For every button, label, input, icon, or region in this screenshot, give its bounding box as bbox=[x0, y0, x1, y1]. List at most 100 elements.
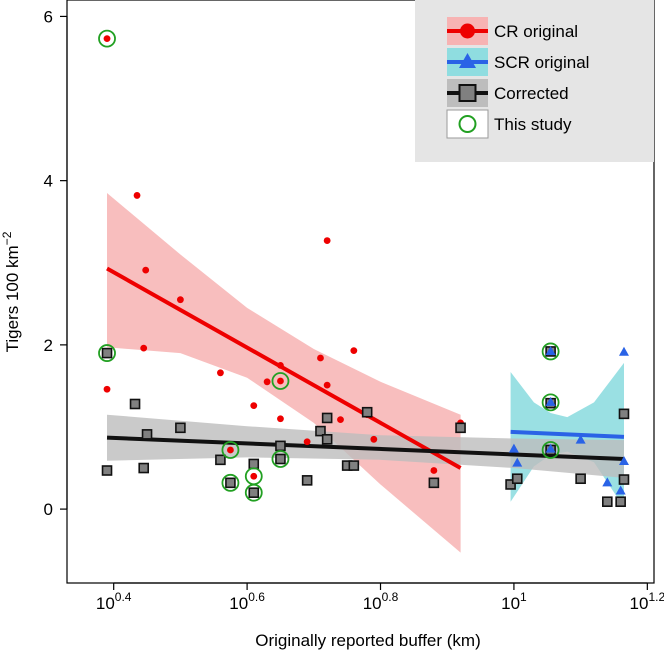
cr-point bbox=[323, 237, 331, 244]
legend-entry-corrected: Corrected bbox=[447, 79, 569, 107]
fit-lines bbox=[106, 266, 625, 470]
legend-label-study: This study bbox=[494, 115, 572, 134]
legend: CR original SCR original Corrected This … bbox=[415, 0, 654, 162]
cr-point bbox=[250, 472, 258, 480]
y-tick-label: 2 bbox=[44, 336, 53, 355]
x-tick-label: 101.2 bbox=[630, 590, 664, 613]
corrected-point bbox=[129, 398, 141, 410]
cr-point bbox=[430, 467, 438, 474]
y-tick-label: 4 bbox=[44, 172, 53, 191]
cr-point bbox=[217, 369, 224, 377]
corrected-point bbox=[275, 440, 286, 452]
x-axis-title: Originally reported buffer (km) bbox=[255, 631, 481, 650]
cr-point bbox=[303, 438, 311, 446]
legend-key-cr-marker bbox=[460, 23, 475, 39]
corrected-point bbox=[315, 425, 326, 437]
corrected-point bbox=[225, 477, 236, 489]
corrected-point bbox=[618, 408, 630, 420]
y-axis-title: Tigers 100 km−2 bbox=[0, 231, 22, 352]
legend-key-study-box bbox=[446, 109, 489, 139]
y-axis: 0 2 4 6 bbox=[44, 7, 68, 519]
corrected-point bbox=[615, 496, 626, 508]
legend-entry-scr: SCR original bbox=[447, 48, 589, 76]
study-point bbox=[541, 342, 560, 361]
y-tick-label: 6 bbox=[44, 7, 53, 26]
scr-point bbox=[545, 443, 556, 453]
cr-point bbox=[103, 35, 111, 42]
data-points bbox=[98, 29, 630, 508]
corrected-point bbox=[101, 465, 113, 476]
corrected-point bbox=[248, 487, 260, 498]
fit-line-cr-original bbox=[106, 266, 462, 470]
corrected-point bbox=[428, 477, 440, 489]
scr-point bbox=[512, 457, 523, 467]
fit-line-corrected bbox=[106, 435, 625, 462]
x-tick-label: 100.8 bbox=[363, 590, 399, 613]
band-corrected bbox=[107, 414, 624, 478]
x-tick-label: 100.4 bbox=[96, 590, 132, 613]
cr-point bbox=[133, 192, 141, 199]
fit-line-scr-original bbox=[510, 429, 625, 439]
corrected-point bbox=[138, 462, 150, 474]
cr-point bbox=[227, 446, 234, 454]
corrected-point bbox=[321, 434, 333, 445]
cr-point bbox=[317, 354, 324, 362]
x-axis: 100.4 100.6 100.8 101 101.2 bbox=[96, 582, 664, 613]
confidence-bands bbox=[107, 193, 624, 553]
cr-point bbox=[277, 377, 284, 385]
cr-point bbox=[350, 347, 358, 355]
study-point bbox=[271, 372, 290, 390]
corrected-point bbox=[321, 412, 333, 424]
cr-point bbox=[250, 402, 258, 410]
legend-label-scr: SCR original bbox=[494, 53, 589, 72]
cr-point bbox=[277, 415, 284, 423]
scr-point bbox=[508, 443, 519, 453]
cr-point bbox=[263, 378, 271, 386]
cr-point bbox=[142, 266, 150, 274]
cr-point bbox=[277, 362, 284, 369]
corrected-point bbox=[618, 474, 630, 485]
scr-point bbox=[618, 455, 629, 465]
corrected-point bbox=[602, 496, 613, 508]
corrected-point bbox=[361, 406, 373, 418]
study-point bbox=[221, 441, 240, 459]
scr-point bbox=[602, 477, 613, 487]
corrected-point bbox=[455, 422, 466, 434]
legend-key-corrected-marker bbox=[458, 84, 477, 102]
y-tick-label: 0 bbox=[44, 500, 53, 519]
legend-label-cr: CR original bbox=[494, 22, 578, 41]
scr-point bbox=[575, 434, 586, 444]
scr-point bbox=[615, 485, 626, 495]
study-point bbox=[541, 393, 560, 412]
y-axis-title-main: Tigers 100 km bbox=[3, 245, 22, 352]
study-point bbox=[244, 483, 263, 502]
study-point bbox=[98, 344, 116, 362]
scr-point bbox=[545, 345, 556, 355]
corrected-point bbox=[248, 458, 260, 470]
x-tick-label: 100.6 bbox=[229, 590, 265, 613]
cr-point bbox=[140, 344, 148, 352]
study-point bbox=[98, 29, 116, 48]
corrected-point bbox=[505, 479, 516, 490]
cr-point bbox=[337, 416, 344, 423]
x-tick-label: 101 bbox=[501, 590, 527, 613]
cr-point bbox=[323, 381, 331, 389]
cr-point bbox=[103, 385, 111, 393]
scr-point bbox=[545, 396, 556, 406]
corrected-point bbox=[101, 347, 113, 359]
corrected-point bbox=[141, 429, 153, 440]
corrected-point bbox=[175, 422, 186, 434]
legend-entry-study: This study bbox=[446, 109, 572, 139]
cr-point bbox=[176, 296, 184, 304]
scr-point bbox=[618, 346, 629, 356]
study-point bbox=[221, 473, 240, 492]
study-point bbox=[541, 441, 560, 459]
corrected-point bbox=[511, 473, 523, 485]
y-axis-title-sup: −2 bbox=[0, 231, 14, 245]
corrected-point bbox=[275, 453, 286, 465]
cr-point bbox=[370, 435, 378, 443]
legend-entry-cr: CR original bbox=[447, 17, 578, 45]
legend-key-scr-marker bbox=[459, 53, 476, 68]
corrected-point bbox=[215, 454, 226, 466]
